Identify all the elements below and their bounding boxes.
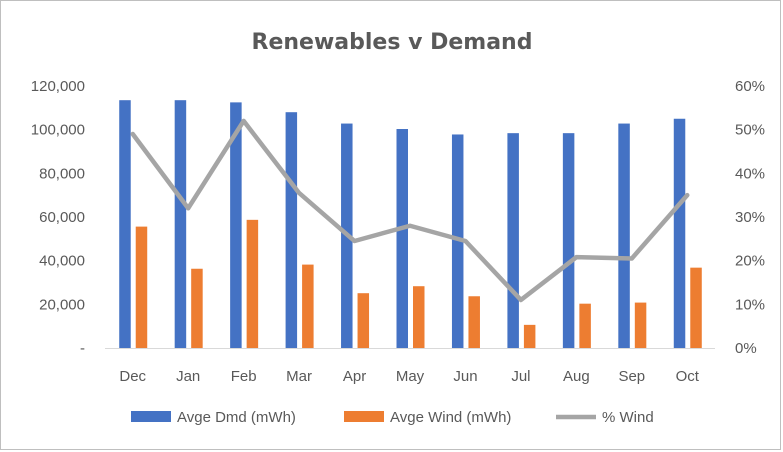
bar-demand (174, 100, 187, 348)
y-secondary-tick-label: 20% (735, 253, 765, 270)
x-tick-label: Feb (231, 368, 257, 385)
x-tick-label: Aug (563, 368, 590, 385)
bar-wind (246, 219, 259, 348)
y-primary-tick-label: 40,000 (39, 253, 85, 270)
x-tick-label: Oct (676, 368, 700, 385)
bar-wind (302, 264, 314, 348)
legend-swatch (344, 411, 384, 422)
x-tick-label: Mar (286, 368, 312, 385)
bar-wind (690, 267, 702, 348)
axes: - 20,000 40,000 60,000 80,000 100,000 120,000 0… (31, 78, 765, 385)
x-tick-label: Jul (511, 368, 530, 385)
x-tick-label: Dec (119, 368, 146, 385)
bar-demand (618, 123, 630, 348)
y-secondary-tick-label: 0% (735, 340, 757, 357)
legend-swatch (131, 411, 171, 422)
bar-wind (634, 302, 647, 348)
bar-demand (119, 100, 131, 348)
y-primary-tick-label: 120,000 (31, 78, 85, 95)
bar-wind (468, 296, 480, 348)
y-secondary-tick-label: 10% (735, 296, 765, 313)
y-secondary-tick-label: 30% (735, 209, 765, 226)
bar-wind (579, 303, 591, 348)
wind-percent-line (130, 118, 690, 303)
x-tick-label: May (396, 368, 425, 385)
line-percent-wind (130, 118, 690, 303)
legend-label: Avge Wind (mWh) (390, 409, 511, 426)
bar-wind (523, 324, 536, 348)
bar-demand (673, 118, 686, 348)
y-secondary-tick-label: 60% (735, 78, 765, 95)
x-tick-label: Jan (176, 368, 200, 385)
bar-wind (357, 293, 370, 348)
x-tick-label: Sep (618, 368, 645, 385)
bar-demand (396, 129, 408, 348)
y-primary-tick-label: 20,000 (39, 296, 85, 313)
y-primary-tick-label: 60,000 (39, 209, 85, 226)
bar-demand (562, 133, 575, 348)
bar-demand (285, 112, 298, 348)
legend: Avge Dmd (mWh) Avge Wind (mWh) % Wind (131, 409, 654, 426)
y-secondary-tick-label: 50% (735, 122, 765, 139)
y-primary-tick-label: 100,000 (31, 122, 85, 139)
chart-title: Renewables v Demand (252, 30, 533, 55)
legend-label: Avge Dmd (mWh) (177, 409, 296, 426)
x-tick-label: Jun (453, 368, 477, 385)
bar-wind (135, 226, 148, 348)
bar-demand (230, 102, 242, 348)
bar-wind (191, 268, 203, 348)
legend-label: % Wind (602, 409, 654, 426)
bar-wind (413, 286, 425, 348)
bar-demand (451, 134, 464, 348)
bar-demand (507, 133, 519, 348)
x-tick-label: Apr (343, 368, 366, 385)
y-secondary-tick-label: 40% (735, 165, 765, 182)
y-primary-tick-label: - (80, 340, 85, 357)
y-primary-tick-label: 80,000 (39, 165, 85, 182)
